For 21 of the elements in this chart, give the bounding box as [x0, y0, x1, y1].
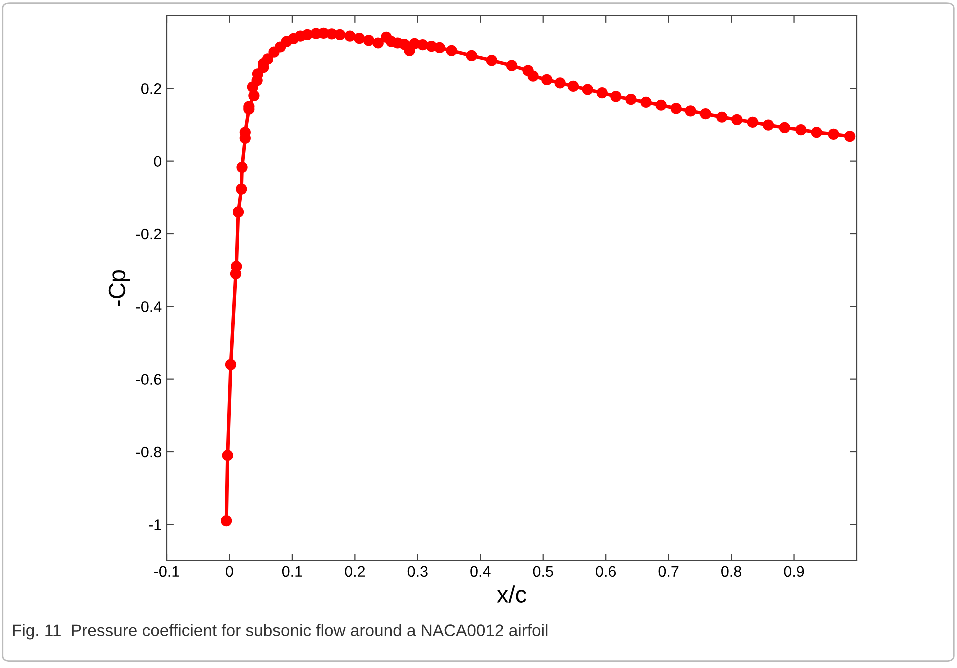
- x-tick-label: -0.1: [154, 566, 180, 578]
- y-tick-label: -0.6: [136, 374, 162, 386]
- y-axis-title: -Cp: [108, 270, 130, 306]
- x-axis-title: x/c: [497, 586, 526, 603]
- x-tick-label: 0.8: [722, 566, 742, 578]
- y-tick-label: -0.8: [136, 446, 162, 458]
- x-tick-label: 0.2: [345, 566, 366, 578]
- x-tick-label: 0.3: [408, 566, 428, 578]
- y-tick-label: -1: [149, 520, 162, 530]
- x-tick-label: 0.4: [470, 566, 491, 578]
- y-tick-label: -0.4: [136, 302, 162, 312]
- x-tick-label: 0.9: [784, 566, 804, 578]
- x-tick-label: 0.6: [596, 566, 616, 578]
- caption: Fig. 11 Pressure coefficient for subsonic flow around a NACA0012 airfoil: [13, 624, 548, 640]
- y-tick-label: 0: [154, 156, 162, 168]
- y-tick-label: -0.2: [136, 228, 162, 240]
- y-tick-label: 0.2: [142, 84, 162, 94]
- x-tick-label: 0.7: [658, 566, 679, 578]
- x-tick-label: 0.5: [533, 566, 554, 578]
- x-tick-label: 0.1: [282, 566, 302, 578]
- x-tick-label: 0: [226, 566, 234, 578]
